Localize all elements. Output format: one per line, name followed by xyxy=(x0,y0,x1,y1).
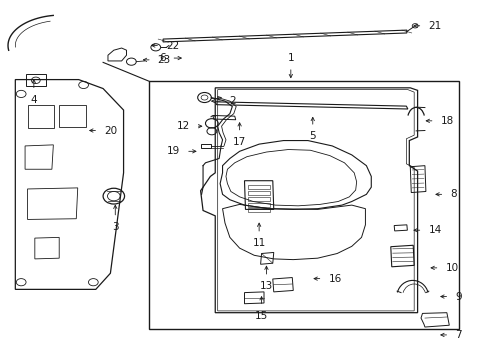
Text: 15: 15 xyxy=(254,311,267,320)
Text: 23: 23 xyxy=(158,55,171,65)
Text: 20: 20 xyxy=(104,126,117,135)
Text: 2: 2 xyxy=(228,96,235,106)
Text: 6: 6 xyxy=(159,53,165,63)
Text: 17: 17 xyxy=(232,137,246,147)
Text: 7: 7 xyxy=(454,330,461,340)
Text: 4: 4 xyxy=(30,95,37,105)
Text: 13: 13 xyxy=(259,281,272,291)
Text: 9: 9 xyxy=(454,292,461,302)
Text: 18: 18 xyxy=(440,116,453,126)
Text: 5: 5 xyxy=(309,131,315,141)
Text: 19: 19 xyxy=(166,146,180,156)
Text: 12: 12 xyxy=(176,121,189,131)
Text: 8: 8 xyxy=(449,189,456,199)
Text: 1: 1 xyxy=(287,53,294,63)
Text: 14: 14 xyxy=(427,225,441,235)
Text: 16: 16 xyxy=(328,274,341,284)
Text: 22: 22 xyxy=(165,41,179,50)
Text: 21: 21 xyxy=(427,21,441,31)
Text: 10: 10 xyxy=(445,263,458,273)
Text: 11: 11 xyxy=(252,238,265,248)
Text: 3: 3 xyxy=(112,222,119,232)
